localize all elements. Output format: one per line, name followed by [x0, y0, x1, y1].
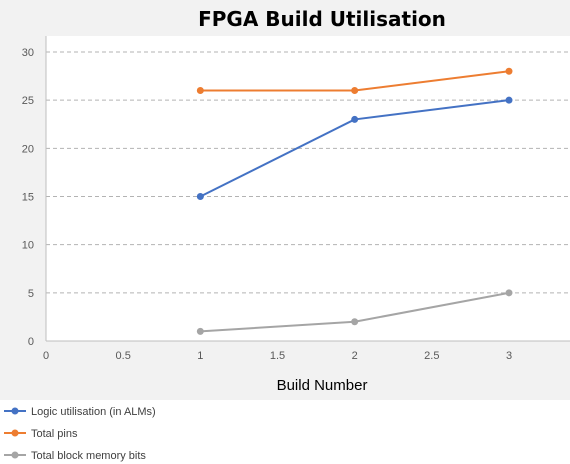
data-point [196, 193, 204, 200]
x-tick-label: 2.5 [424, 350, 439, 362]
data-point [351, 87, 359, 95]
grid-layer [46, 51, 570, 294]
y-tick-label: 30 [22, 47, 34, 59]
y-tick-label: 25 [22, 95, 34, 107]
legend-label: Logic utilisation (in ALMs) [31, 406, 156, 418]
data-point [505, 289, 513, 297]
legend-swatch-marker [11, 429, 19, 437]
x-tick-label: 0.5 [116, 350, 131, 362]
data-point [351, 115, 359, 123]
y-tick-label: 10 [22, 240, 34, 252]
data-point [505, 67, 513, 75]
x-tick-label: 1 [197, 350, 203, 362]
legend: Logic utilisation (in ALMs) Total pins Tot… [4, 406, 156, 462]
y-tick-label: 5 [28, 288, 34, 300]
legend-swatch-marker [11, 451, 19, 459]
x-tick-label: 1.5 [270, 350, 285, 362]
y-tick-label: 20 [22, 143, 34, 155]
data-point [196, 327, 204, 335]
legend-swatch-marker [11, 407, 19, 415]
axis-layer: 0 5 10 15 20 25 30 0 0.5 1 1.5 2 2.5 3 [22, 36, 570, 362]
y-tick-label: 15 [22, 192, 34, 204]
data-point [196, 87, 204, 95]
y-tick-label: 0 [28, 336, 34, 348]
data-point [505, 96, 513, 104]
x-axis-title: Build Number [277, 377, 368, 394]
legend-label: Total pins [31, 428, 78, 440]
legend-label: Total block memory bits [31, 450, 146, 462]
x-tick-label: 0 [43, 350, 49, 362]
plot-area [46, 36, 570, 341]
series-layer [196, 67, 513, 335]
chart-title: FPGA Build Utilisation [198, 7, 446, 31]
data-point [351, 318, 359, 326]
x-tick-label: 3 [506, 350, 512, 362]
x-tick-label: 2 [352, 350, 358, 362]
